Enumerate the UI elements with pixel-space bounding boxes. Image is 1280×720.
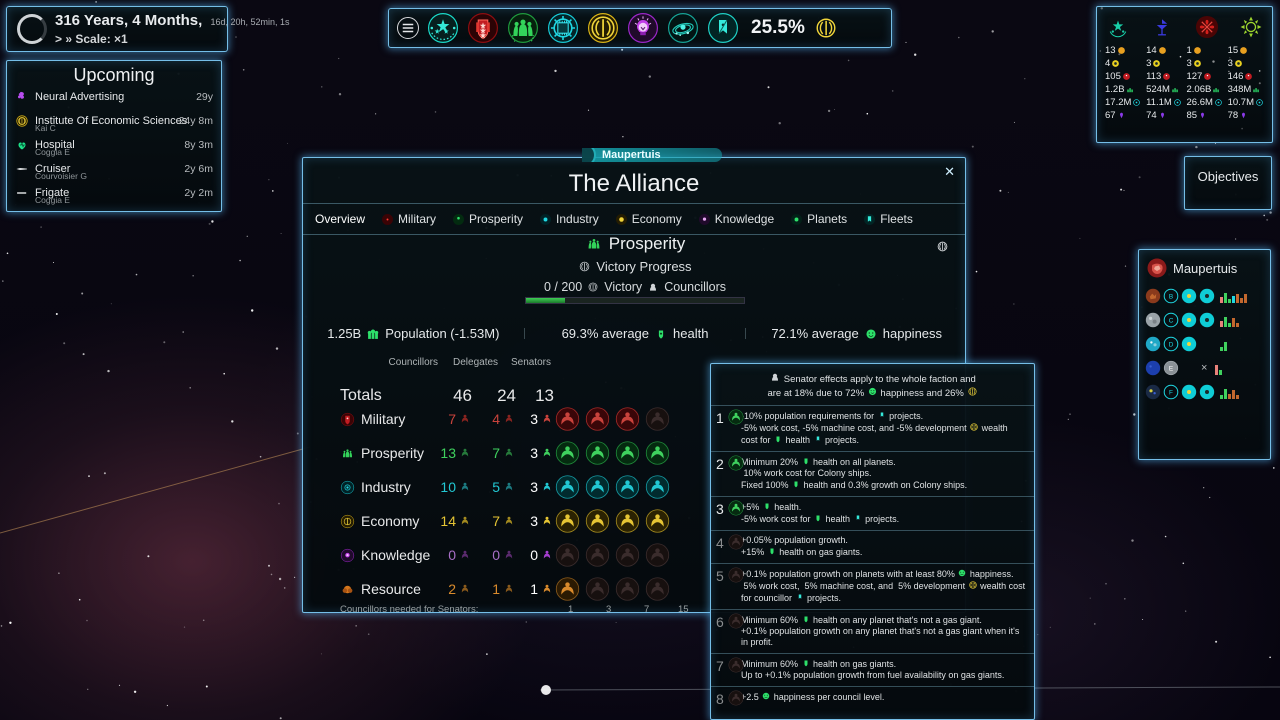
svg-text:B: B	[1169, 293, 1173, 300]
svg-text:C: C	[1169, 317, 1174, 324]
svg-text:F: F	[1169, 389, 1173, 396]
svg-text:E: E	[1169, 365, 1173, 372]
svg-text:D: D	[1169, 341, 1174, 348]
